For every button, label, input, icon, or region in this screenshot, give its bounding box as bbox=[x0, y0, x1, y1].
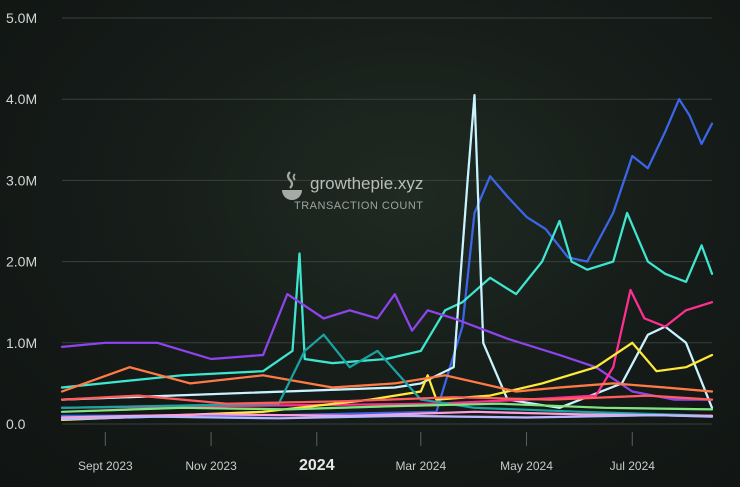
x-tick-label: Mar 2024 bbox=[395, 459, 446, 473]
x-tick-label: Jul 2024 bbox=[610, 459, 656, 473]
series-line-7 bbox=[60, 366, 714, 393]
y-tick-label: 1.0M bbox=[6, 335, 37, 351]
y-tick-label: 5.0M bbox=[6, 10, 37, 26]
watermark: growthepie.xyz TRANSACTION COUNT bbox=[282, 171, 424, 212]
x-tick-label: Nov 2023 bbox=[185, 459, 237, 473]
series-line-1 bbox=[60, 98, 714, 417]
series-line-10 bbox=[60, 394, 714, 405]
watermark-metric: TRANSACTION COUNT bbox=[294, 200, 424, 212]
series-line-8 bbox=[60, 333, 714, 417]
y-tick-label: 4.0M bbox=[6, 91, 37, 107]
x-tick-label: May 2024 bbox=[500, 459, 553, 473]
series-glow-5 bbox=[60, 288, 714, 409]
y-tick-label: 3.0M bbox=[6, 172, 37, 188]
y-tick-label: 0.0 bbox=[6, 416, 26, 432]
x-tick-label: Sept 2023 bbox=[78, 459, 133, 473]
series-line-5 bbox=[60, 288, 714, 409]
x-tick-label: 2024 bbox=[299, 457, 335, 474]
axis-labels: 0.0 1.0M 2.0M 3.0M 4.0M 5.0M Sept 2023 Nov 2023… bbox=[6, 10, 655, 474]
series-lines bbox=[60, 93, 714, 421]
y-tick-label: 2.0M bbox=[6, 254, 37, 270]
series-line-9 bbox=[60, 402, 714, 413]
series-line-12 bbox=[60, 414, 714, 421]
series-line-11 bbox=[60, 410, 714, 419]
watermark-brand: growthepie.xyz bbox=[310, 174, 423, 193]
pie-logo-icon bbox=[282, 171, 302, 200]
series-line-2 bbox=[60, 211, 714, 389]
grid-lines bbox=[62, 17, 712, 425]
